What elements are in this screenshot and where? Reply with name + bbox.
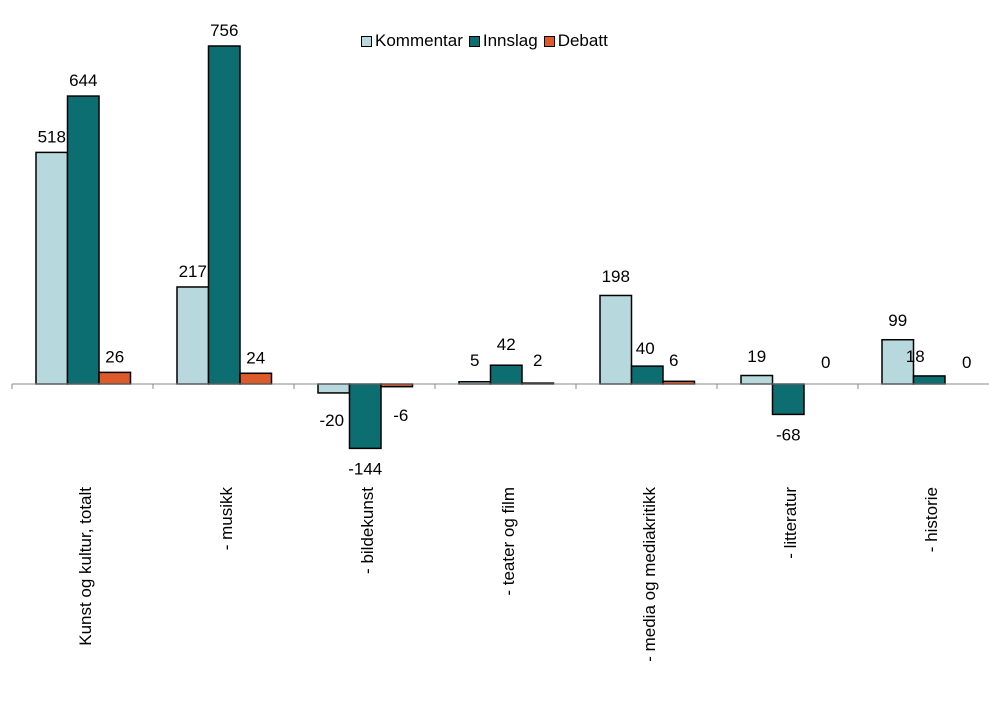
x-tick-label: - bildekunst	[358, 487, 377, 574]
legend-label-kommentar: Kommentar	[375, 31, 463, 50]
legend-label-debatt: Debatt	[557, 31, 608, 50]
data-label: -20	[319, 411, 344, 430]
bar	[317, 383, 351, 394]
x-tick-label: - historie	[922, 487, 941, 552]
data-label: 40	[636, 339, 655, 358]
data-label: 18	[906, 347, 925, 366]
x-tick-label: - litteratur	[781, 487, 800, 559]
x-tick-label: Kunst og kultur, totalt	[76, 487, 95, 646]
data-label: 0	[821, 353, 830, 372]
bar	[630, 365, 664, 385]
bar	[912, 375, 946, 385]
bar	[239, 372, 273, 385]
data-label: -6	[393, 406, 408, 425]
data-label: 198	[602, 267, 630, 286]
data-label: 2	[533, 351, 542, 370]
data-label: 26	[105, 347, 124, 366]
x-tick-label: - musikk	[217, 487, 236, 551]
bar	[771, 383, 805, 416]
legend: Kommentar Innslag Debatt	[361, 31, 614, 51]
data-label: -144	[348, 459, 382, 478]
legend-item-innslag: Innslag	[468, 31, 538, 51]
data-label: 518	[38, 127, 66, 146]
bar	[98, 371, 132, 385]
legend-swatch-innslag	[468, 35, 480, 47]
data-label: 42	[497, 335, 516, 354]
data-label: -68	[776, 425, 801, 444]
legend-item-kommentar: Kommentar	[361, 31, 463, 51]
x-tick-label: - media og mediakritikk	[640, 487, 659, 662]
bar	[348, 383, 382, 450]
data-label: 756	[210, 21, 238, 40]
bar	[176, 286, 210, 385]
legend-swatch-debatt	[543, 35, 555, 47]
data-label: 644	[69, 71, 97, 90]
data-label: 0	[962, 353, 971, 372]
bar	[881, 338, 915, 385]
bar	[599, 294, 633, 385]
data-label: 24	[246, 348, 265, 367]
data-label: 217	[179, 262, 207, 281]
legend-label-innslag: Innslag	[482, 31, 538, 50]
bar	[35, 151, 69, 385]
bar	[207, 45, 241, 385]
data-label: 99	[888, 311, 907, 330]
data-label: 6	[669, 351, 678, 370]
legend-item-debatt: Debatt	[543, 31, 608, 51]
bar	[66, 95, 100, 385]
bar	[740, 374, 774, 385]
x-tick-label: - teater og film	[499, 487, 518, 596]
data-label: 5	[470, 351, 479, 370]
bar	[489, 364, 523, 385]
data-label: 19	[747, 347, 766, 366]
legend-swatch-kommentar	[361, 35, 372, 47]
